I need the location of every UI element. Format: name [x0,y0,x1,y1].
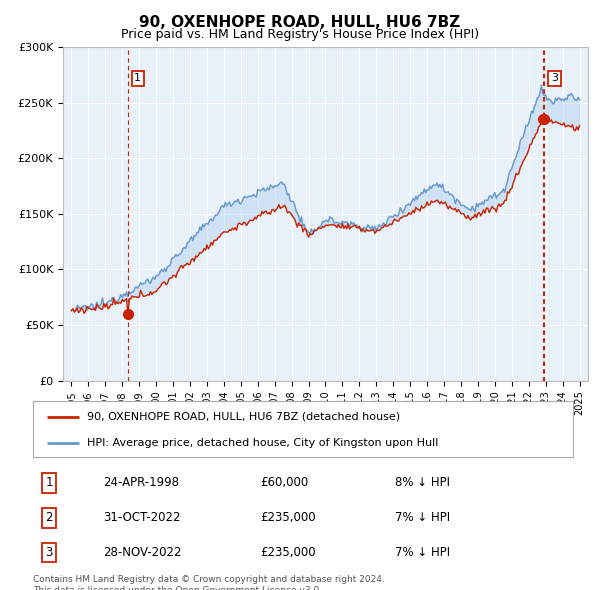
Text: 7% ↓ HPI: 7% ↓ HPI [395,546,450,559]
Text: 8% ↓ HPI: 8% ↓ HPI [395,476,450,489]
Text: 31-OCT-2022: 31-OCT-2022 [103,511,181,525]
Text: 1: 1 [46,476,53,489]
Text: 24-APR-1998: 24-APR-1998 [103,476,179,489]
Text: £235,000: £235,000 [260,511,316,525]
Text: 3: 3 [551,73,558,83]
Text: 28-NOV-2022: 28-NOV-2022 [103,546,182,559]
Text: Contains HM Land Registry data © Crown copyright and database right 2024.
This d: Contains HM Land Registry data © Crown c… [33,575,385,590]
Text: 7% ↓ HPI: 7% ↓ HPI [395,511,450,525]
Text: 90, OXENHOPE ROAD, HULL, HU6 7BZ (detached house): 90, OXENHOPE ROAD, HULL, HU6 7BZ (detach… [87,412,400,422]
Text: 90, OXENHOPE ROAD, HULL, HU6 7BZ: 90, OXENHOPE ROAD, HULL, HU6 7BZ [139,15,461,30]
Text: £235,000: £235,000 [260,546,316,559]
Text: £60,000: £60,000 [260,476,308,489]
Text: 1: 1 [134,73,141,83]
Text: Price paid vs. HM Land Registry's House Price Index (HPI): Price paid vs. HM Land Registry's House … [121,28,479,41]
Text: 3: 3 [46,546,53,559]
Text: HPI: Average price, detached house, City of Kingston upon Hull: HPI: Average price, detached house, City… [87,438,439,448]
Text: 2: 2 [46,511,53,525]
